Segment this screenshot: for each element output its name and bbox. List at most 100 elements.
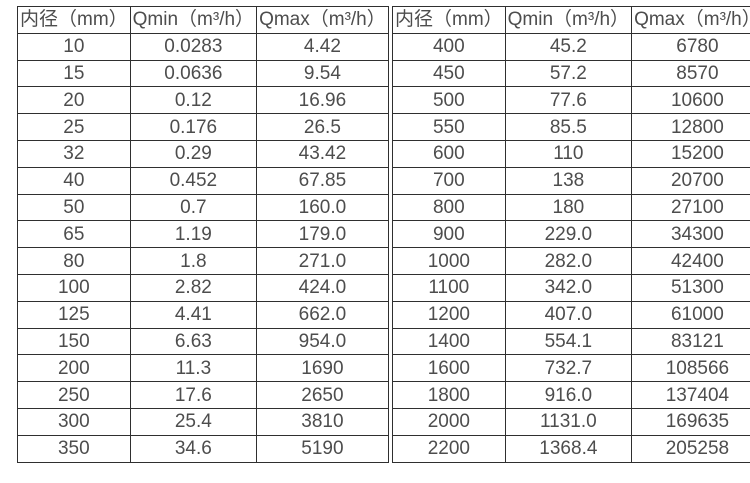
table-row: 450 57.2 8570 (392, 59, 750, 88)
table-cell: 108566 (631, 354, 750, 383)
table-cell: 700 (392, 166, 506, 195)
table-cell: 550 (392, 113, 506, 141)
table-cell: 0.12 (129, 86, 258, 115)
table-cell: 1100 (392, 273, 506, 302)
table-cell: 6.63 (129, 327, 258, 356)
table-cell: 1400 (392, 327, 506, 356)
table-row: 1400 554.1 83121 (392, 327, 750, 356)
table-cell: 916.0 (504, 381, 633, 409)
table-cell: 27100 (631, 193, 750, 222)
table-row: 80 1.8 271.0 (17, 247, 389, 275)
table-cell: 67.85 (256, 166, 389, 195)
table-row: 65 1.19 179.0 (17, 220, 389, 249)
table-cell: 4.41 (129, 300, 258, 329)
table-row: 32 0.29 43.42 (17, 139, 389, 168)
table-cell: 282.0 (504, 247, 633, 275)
table-cell: 20700 (631, 166, 750, 195)
table-cell: 34.6 (129, 434, 258, 463)
table-cell: 150 (17, 327, 131, 356)
table-cell: 407.0 (504, 300, 633, 329)
table-cell: 15 (17, 59, 131, 88)
table-row: 200 11.3 1690 (17, 354, 389, 383)
table-row: 25 0.176 26.5 (17, 113, 389, 141)
table-cell: 1200 (392, 300, 506, 329)
table-cell: 2200 (392, 434, 506, 463)
table-cell: 83121 (631, 327, 750, 356)
table-cell: 342.0 (504, 273, 633, 302)
table-row: 400 45.2 6780 (392, 32, 750, 61)
table-cell: 5190 (256, 434, 389, 463)
table-cell: 100 (17, 273, 131, 302)
table-row: 20 0.12 16.96 (17, 86, 389, 115)
table-row: 125 4.41 662.0 (17, 300, 389, 329)
table-cell: 42400 (631, 247, 750, 275)
table-row: 300 25.4 3810 (17, 407, 389, 436)
table-row: 1200 407.0 61000 (392, 300, 750, 329)
table-cell: 662.0 (256, 300, 389, 329)
table-cell: 45.2 (504, 32, 633, 61)
column-header-diameter: 内径（mm） (17, 6, 131, 34)
table-cell: 32 (17, 139, 131, 168)
table-row: 15 0.0636 9.54 (17, 59, 389, 88)
table-cell: 300 (17, 407, 131, 436)
header-row: 内径（mm） Qmin（m³/h） Qmax（m³/h） (17, 6, 389, 34)
table-row: 1600 732.7 108566 (392, 354, 750, 383)
table-row: 550 85.5 12800 (392, 113, 750, 141)
table-cell: 160.0 (256, 193, 389, 222)
table-cell: 1.19 (129, 220, 258, 249)
table-row: 150 6.63 954.0 (17, 327, 389, 356)
table-row: 900 229.0 34300 (392, 220, 750, 249)
column-header-qmax: Qmax（m³/h） (256, 6, 389, 34)
spec-table-small-diameters: 内径（mm） Qmin（m³/h） Qmax（m³/h） 10 0.0283 4.4… (17, 6, 389, 463)
table-cell: 250 (17, 381, 131, 409)
table-cell: 732.7 (504, 354, 633, 383)
table-cell: 350 (17, 434, 131, 463)
table-cell: 169635 (631, 407, 750, 436)
header-row: 内径（mm） Qmin（m³/h） Qmax（m³/h） (392, 6, 750, 34)
table-cell: 17.6 (129, 381, 258, 409)
table-row: 500 77.6 10600 (392, 86, 750, 115)
table-cell: 450 (392, 59, 506, 88)
table-cell: 15200 (631, 139, 750, 168)
table-cell: 43.42 (256, 139, 389, 168)
table-cell: 1.8 (129, 247, 258, 275)
table-cell: 11.3 (129, 354, 258, 383)
table-cell: 6780 (631, 32, 750, 61)
table-cell: 137404 (631, 381, 750, 409)
table-cell: 229.0 (504, 220, 633, 249)
table-cell: 554.1 (504, 327, 633, 356)
table-row: 10 0.0283 4.42 (17, 32, 389, 61)
table-cell: 1690 (256, 354, 389, 383)
table-cell: 0.0283 (129, 32, 258, 61)
table-cell: 424.0 (256, 273, 389, 302)
table-cell: 12800 (631, 113, 750, 141)
table-row: 600 110 15200 (392, 139, 750, 168)
table-cell: 57.2 (504, 59, 633, 88)
table-cell: 600 (392, 139, 506, 168)
column-header-qmax: Qmax（m³/h） (631, 6, 750, 34)
table-cell: 26.5 (256, 113, 389, 141)
table-row: 700 138 20700 (392, 166, 750, 195)
table-cell: 954.0 (256, 327, 389, 356)
table-row: 40 0.452 67.85 (17, 166, 389, 195)
table-cell: 1600 (392, 354, 506, 383)
table-cell: 25 (17, 113, 131, 141)
column-header-qmin: Qmin（m³/h） (129, 6, 258, 34)
table-row: 350 34.6 5190 (17, 434, 389, 463)
table-cell: 0.7 (129, 193, 258, 222)
table-cell: 40 (17, 166, 131, 195)
table-row: 1800 916.0 137404 (392, 381, 750, 409)
table-cell: 65 (17, 220, 131, 249)
table-cell: 1368.4 (504, 434, 633, 463)
table-row: 1000 282.0 42400 (392, 247, 750, 275)
table-row: 250 17.6 2650 (17, 381, 389, 409)
table-cell: 9.54 (256, 59, 389, 88)
table-cell: 900 (392, 220, 506, 249)
table-cell: 2000 (392, 407, 506, 436)
spec-table-large-diameters: 内径（mm） Qmin（m³/h） Qmax（m³/h） 400 45.2 6780… (392, 6, 750, 463)
table-cell: 61000 (631, 300, 750, 329)
table-cell: 0.452 (129, 166, 258, 195)
table-cell: 200 (17, 354, 131, 383)
table-cell: 85.5 (504, 113, 633, 141)
